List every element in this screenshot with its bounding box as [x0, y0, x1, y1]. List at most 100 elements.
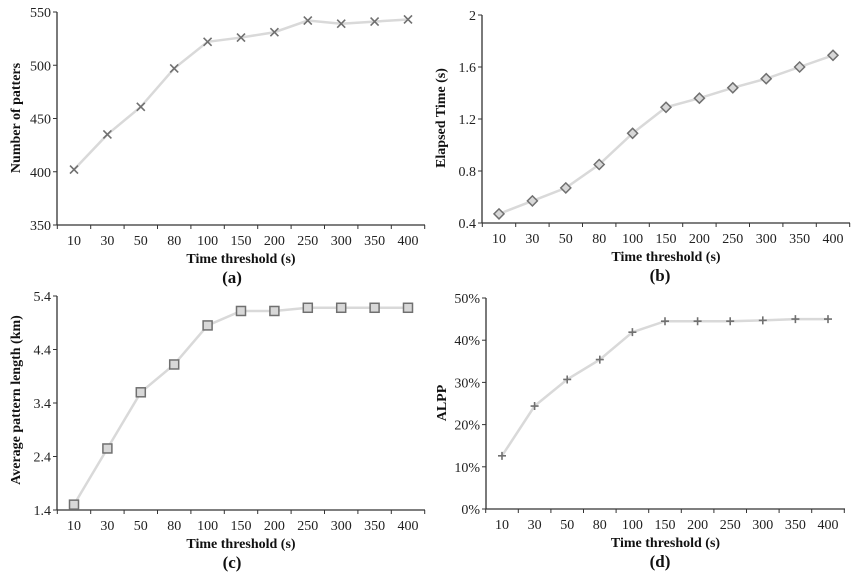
- data-point-marker: [403, 14, 413, 25]
- x-tick-label: 400: [398, 234, 419, 249]
- data-point-marker: [760, 72, 773, 85]
- x-tick-label: 30: [100, 519, 114, 534]
- y-tick-label: 20%: [454, 419, 480, 434]
- y-tick-label: 4.4: [34, 344, 52, 359]
- x-tick-label: 80: [592, 232, 606, 247]
- data-point-marker: [136, 102, 146, 112]
- series-line: [72, 306, 408, 506]
- x-tick-label: 80: [593, 518, 607, 533]
- data-point-marker: [559, 181, 572, 194]
- x-tick-label: 10: [67, 519, 81, 534]
- data-point-marker: [530, 402, 539, 411]
- data-point-marker: [135, 387, 147, 398]
- data-point-marker: [402, 302, 414, 314]
- y-tick-label: 50%: [454, 292, 480, 307]
- x-tick-label: 30: [525, 232, 539, 247]
- data-point-marker: [824, 315, 832, 324]
- x-tick-label: 30: [528, 518, 542, 533]
- x-tick-label: 100: [622, 518, 643, 533]
- y-tick-label: 1.4: [34, 504, 52, 519]
- panel-label: (b): [650, 266, 671, 285]
- y-tick-label: 30%: [454, 376, 480, 391]
- x-tick-label: 400: [398, 519, 419, 534]
- y-axis-label: Average pattern length (km): [9, 315, 24, 485]
- x-tick-label: 30: [100, 234, 114, 249]
- data-point-marker: [168, 359, 180, 370]
- x-tick-label: 250: [297, 234, 318, 249]
- data-point-marker: [269, 305, 280, 317]
- x-tick-label: 200: [264, 519, 285, 534]
- x-axis-label: Time threshold (s): [611, 250, 720, 265]
- x-tick-label: 200: [264, 234, 285, 249]
- x-tick-label: 300: [331, 234, 352, 249]
- data-point-marker: [791, 315, 800, 324]
- data-point-marker: [626, 127, 639, 140]
- data-point-marker: [826, 49, 840, 62]
- x-tick-label: 400: [823, 232, 844, 247]
- chart-panel-c: 1.4 2.4 3.4 4.4 5.4 10 30 50 80 100 150 200 250 300 35…: [9, 290, 426, 572]
- data-point-marker: [659, 101, 673, 114]
- x-tick-label: 350: [789, 232, 810, 247]
- data-point-marker: [526, 194, 539, 207]
- series-line: [73, 18, 409, 171]
- data-point-marker: [69, 165, 79, 175]
- y-tick-label: 450: [30, 113, 51, 128]
- x-tick-label: 50: [560, 518, 574, 533]
- x-tick-label: 300: [756, 232, 777, 247]
- x-tick-label: 200: [689, 232, 710, 247]
- x-tick-label: 350: [364, 234, 385, 249]
- data-point-marker: [269, 27, 279, 37]
- data-point-marker: [693, 92, 706, 105]
- data-point-marker: [793, 60, 806, 74]
- data-point-marker: [492, 207, 506, 220]
- data-point-marker: [370, 17, 380, 27]
- chart-panel-a: 350 400 450 500 550 10 30 50 80 100 150 200 250 300 35…: [9, 6, 426, 287]
- x-tick-label: 100: [197, 519, 218, 534]
- y-tick-label: 400: [30, 166, 51, 181]
- x-tick-label: 80: [167, 234, 181, 249]
- data-point-marker: [102, 443, 113, 454]
- x-tick-label: 250: [722, 232, 743, 247]
- panel-label: (a): [222, 268, 242, 287]
- x-tick-label: 10: [67, 234, 81, 249]
- series-line: [500, 317, 828, 457]
- y-tick-label: 40%: [454, 334, 480, 349]
- y-tick-label: 10%: [454, 461, 480, 476]
- data-point-marker: [726, 317, 735, 326]
- y-tick-label: 5.4: [34, 290, 52, 305]
- x-tick-label: 50: [559, 232, 573, 247]
- data-point-marker: [235, 305, 247, 317]
- x-tick-label: 10: [492, 232, 506, 247]
- data-point-marker: [302, 302, 314, 314]
- x-axis-label: Time threshold (s): [186, 252, 295, 267]
- data-point-marker: [693, 317, 702, 326]
- y-tick-label: 3.4: [34, 397, 52, 412]
- data-point-marker: [236, 32, 246, 43]
- x-tick-label: 150: [655, 518, 676, 533]
- y-tick-label: 350: [30, 219, 51, 234]
- y-tick-label: 500: [30, 59, 51, 74]
- y-tick-label: 1.6: [459, 61, 477, 76]
- panel-label: (d): [650, 552, 671, 571]
- x-tick-label: 80: [167, 519, 181, 534]
- panel-label: (c): [223, 553, 242, 572]
- data-point-marker: [563, 375, 572, 384]
- data-point-marker: [726, 81, 739, 94]
- x-tick-label: 400: [818, 518, 839, 533]
- y-axis-label: ALPP: [435, 384, 450, 421]
- y-tick-label: 1.2: [459, 113, 477, 128]
- data-point-marker: [303, 15, 313, 26]
- x-tick-label: 10: [495, 518, 509, 533]
- data-point-marker: [203, 37, 213, 47]
- data-point-marker: [595, 355, 604, 364]
- x-tick-label: 50: [134, 234, 148, 249]
- x-tick-label: 250: [720, 518, 741, 533]
- x-axis-label: Time threshold (s): [611, 536, 720, 551]
- data-point-marker: [202, 320, 213, 331]
- data-point-marker: [68, 499, 80, 510]
- data-point-marker: [336, 19, 346, 29]
- series-line: [498, 54, 834, 216]
- chart-panel-d: 0% 10% 20% 30% 40% 50% 10 30 50 80 100 150 200 250 300…: [435, 292, 845, 571]
- y-tick-label: 0%: [461, 503, 480, 518]
